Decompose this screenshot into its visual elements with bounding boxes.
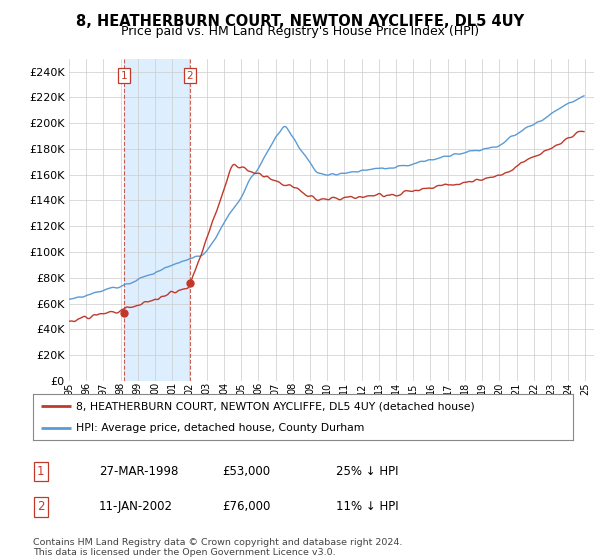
Text: 1: 1	[37, 465, 44, 478]
Text: 2: 2	[187, 71, 193, 81]
Text: £76,000: £76,000	[222, 500, 271, 514]
Text: HPI: Average price, detached house, County Durham: HPI: Average price, detached house, Coun…	[76, 423, 365, 433]
Text: Price paid vs. HM Land Registry's House Price Index (HPI): Price paid vs. HM Land Registry's House …	[121, 25, 479, 38]
Text: 25% ↓ HPI: 25% ↓ HPI	[336, 465, 398, 478]
Text: 1: 1	[121, 71, 128, 81]
Text: 8, HEATHERBURN COURT, NEWTON AYCLIFFE, DL5 4UY (detached house): 8, HEATHERBURN COURT, NEWTON AYCLIFFE, D…	[76, 401, 475, 411]
Text: 11% ↓ HPI: 11% ↓ HPI	[336, 500, 398, 514]
Text: 2: 2	[37, 500, 44, 514]
Text: 8, HEATHERBURN COURT, NEWTON AYCLIFFE, DL5 4UY: 8, HEATHERBURN COURT, NEWTON AYCLIFFE, D…	[76, 14, 524, 29]
Text: 11-JAN-2002: 11-JAN-2002	[99, 500, 173, 514]
Bar	[124, 59, 190, 381]
Text: £53,000: £53,000	[222, 465, 270, 478]
Text: 27-MAR-1998: 27-MAR-1998	[99, 465, 178, 478]
Text: Contains HM Land Registry data © Crown copyright and database right 2024.
This d: Contains HM Land Registry data © Crown c…	[33, 538, 403, 557]
